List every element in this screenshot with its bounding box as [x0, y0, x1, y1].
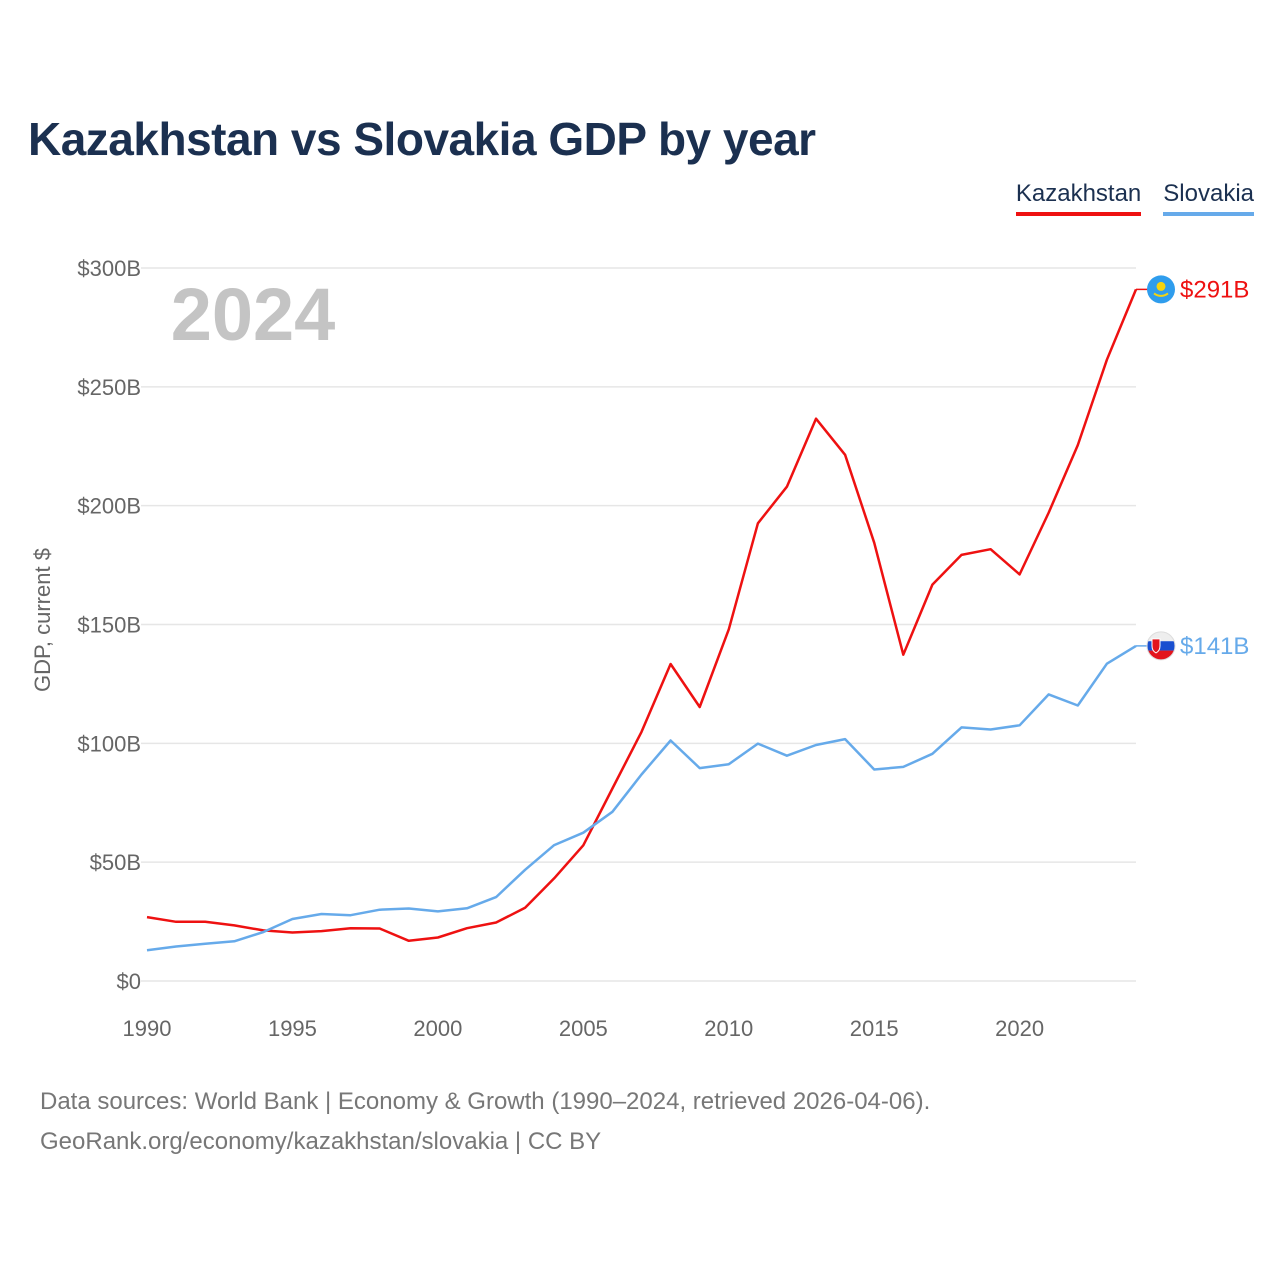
y-tick-label: $0 [117, 969, 141, 994]
legend: Kazakhstan Slovakia [1015, 180, 1254, 216]
x-tick-label: 1995 [268, 1016, 317, 1041]
chart-title: Kazakhstan vs Slovakia GDP by year [28, 113, 816, 165]
series-end-markers: $291B $141B [1136, 275, 1249, 661]
series-line-kazakhstan[interactable] [146, 288, 1138, 943]
x-tick-label: 2000 [413, 1016, 462, 1041]
source-note: Data sources: World Bank | Economy & Gro… [40, 1082, 930, 1162]
source-line-1: Data sources: World Bank | Economy & Gro… [40, 1088, 931, 1115]
series-lines [146, 288, 1138, 952]
end-value-label-slovakia: $141B [1180, 633, 1249, 660]
y-tick-label: $200B [77, 494, 141, 519]
legend-item-kazakhstan[interactable]: Kazakhstan [1015, 180, 1142, 216]
y-tick-label: $250B [77, 375, 141, 400]
line-chart: $0 $50B $100B $150B $200B $250B $300B 1990 1995… [30, 256, 1249, 1041]
y-axis-label: GDP, current $ [30, 548, 55, 692]
x-tick-label: 2020 [995, 1016, 1044, 1041]
source-line-2[interactable]: GeoRank.org/economy/kazakhstan/slovakia … [40, 1128, 602, 1155]
series-line-slovakia[interactable] [146, 644, 1137, 952]
y-tick-label: $150B [77, 613, 141, 638]
y-axis-ticks: $0 $50B $100B $150B $200B $250B $300B [77, 256, 141, 994]
kazakhstan-flag-icon [1147, 275, 1175, 304]
end-value-label-kazakhstan: $291B [1180, 276, 1249, 303]
gridlines [141, 267, 1136, 982]
y-tick-label: $100B [77, 731, 141, 756]
year-watermark: 2024 [171, 273, 336, 356]
x-axis-ticks: 1990 1995 2000 2005 2010 2015 2020 [123, 1016, 1045, 1041]
slovakia-flag-icon [1146, 631, 1176, 661]
x-tick-label: 1990 [123, 1016, 172, 1041]
x-tick-label: 2005 [559, 1016, 608, 1041]
legend-item-slovakia[interactable]: Slovakia [1163, 180, 1254, 216]
y-tick-label: $50B [90, 850, 141, 875]
y-tick-label: $300B [77, 256, 141, 281]
x-tick-label: 2010 [704, 1016, 753, 1041]
x-tick-label: 2015 [850, 1016, 899, 1041]
